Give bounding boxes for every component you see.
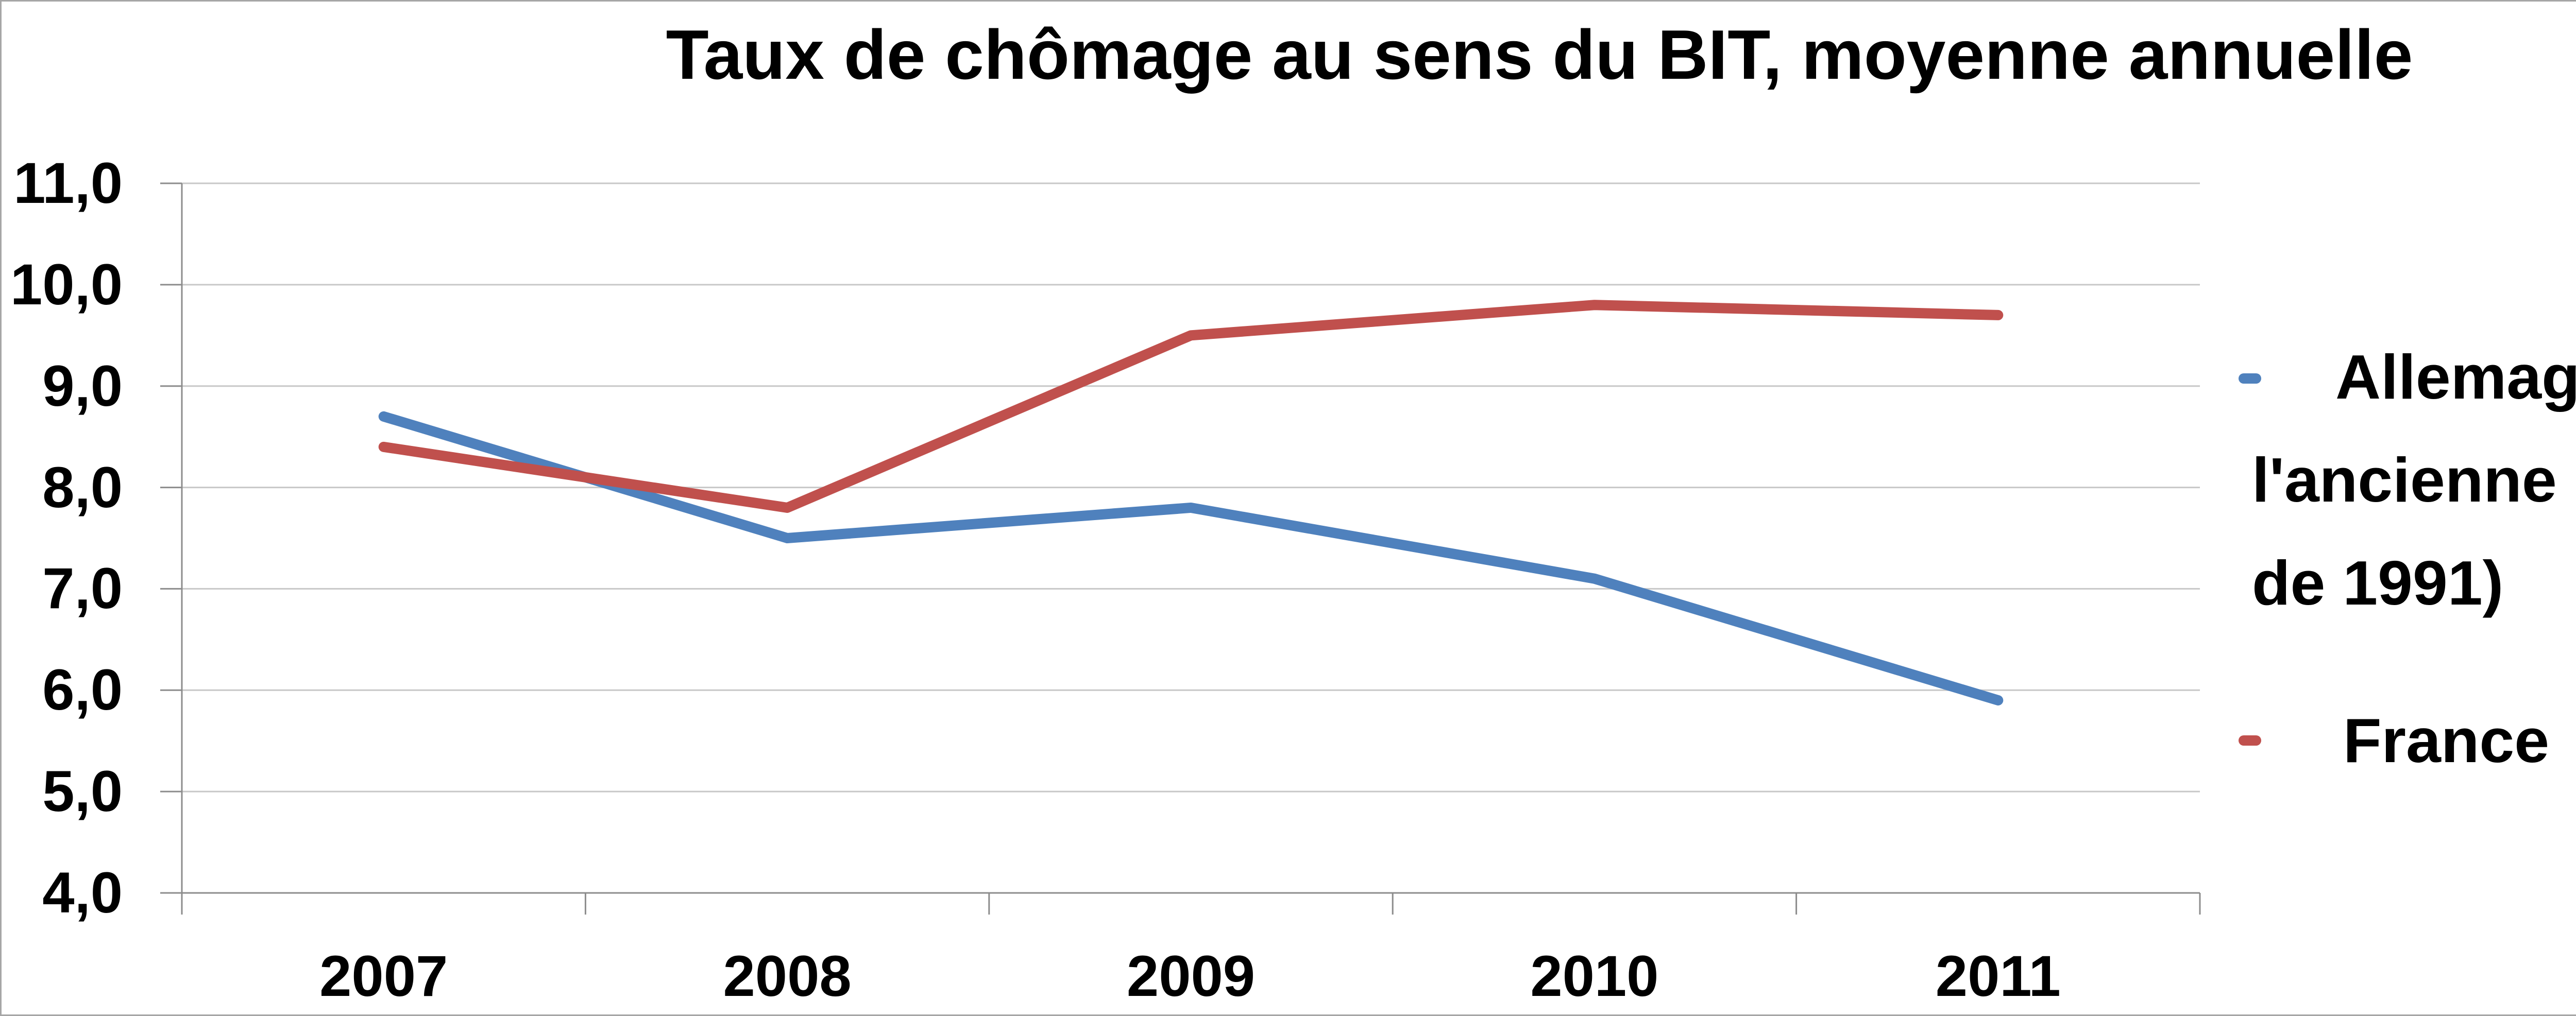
x-axis-tick-label: 2008 bbox=[723, 944, 852, 1008]
legend-label-line: France bbox=[2343, 705, 2550, 776]
legend-label-line: de 1991) bbox=[2252, 548, 2504, 618]
series-line-france bbox=[378, 300, 2004, 513]
legend-label-line: l'ancienne RDA à partir bbox=[2252, 445, 2576, 515]
y-axis-tick-label: 11,0 bbox=[13, 151, 123, 215]
y-axis-tick-label: 4,0 bbox=[42, 860, 123, 925]
legend-item-allemagne: Allemagne (incluant l'ancienne RDA à part… bbox=[2252, 325, 2576, 634]
legend-label-line: Allemagne (incluant bbox=[2335, 342, 2576, 412]
y-axis-tick-label: 8,0 bbox=[42, 455, 123, 520]
y-axis-tick-label: 6,0 bbox=[42, 658, 123, 722]
x-axis-tick-label: 2011 bbox=[1935, 944, 2061, 1008]
y-axis-tick-label: 9,0 bbox=[42, 353, 123, 418]
series-line-allemagne bbox=[378, 411, 2004, 705]
chart-title: Taux de chômage au sens du BIT, moyenne … bbox=[666, 15, 2413, 94]
x-axis-tick-label: 2009 bbox=[1126, 944, 1256, 1008]
legend-item-france: France bbox=[2343, 689, 2549, 792]
legend-marker-france-icon bbox=[2239, 735, 2261, 746]
y-axis-tick-label: 5,0 bbox=[42, 759, 123, 824]
legend-marker-allemagne-icon bbox=[2239, 373, 2261, 384]
x-axis-tick-label: 2010 bbox=[1530, 944, 1659, 1008]
y-axis-tick-label: 7,0 bbox=[42, 556, 123, 621]
x-axis-tick-label: 2007 bbox=[319, 944, 448, 1008]
y-axis-tick-label: 10,0 bbox=[10, 252, 123, 317]
